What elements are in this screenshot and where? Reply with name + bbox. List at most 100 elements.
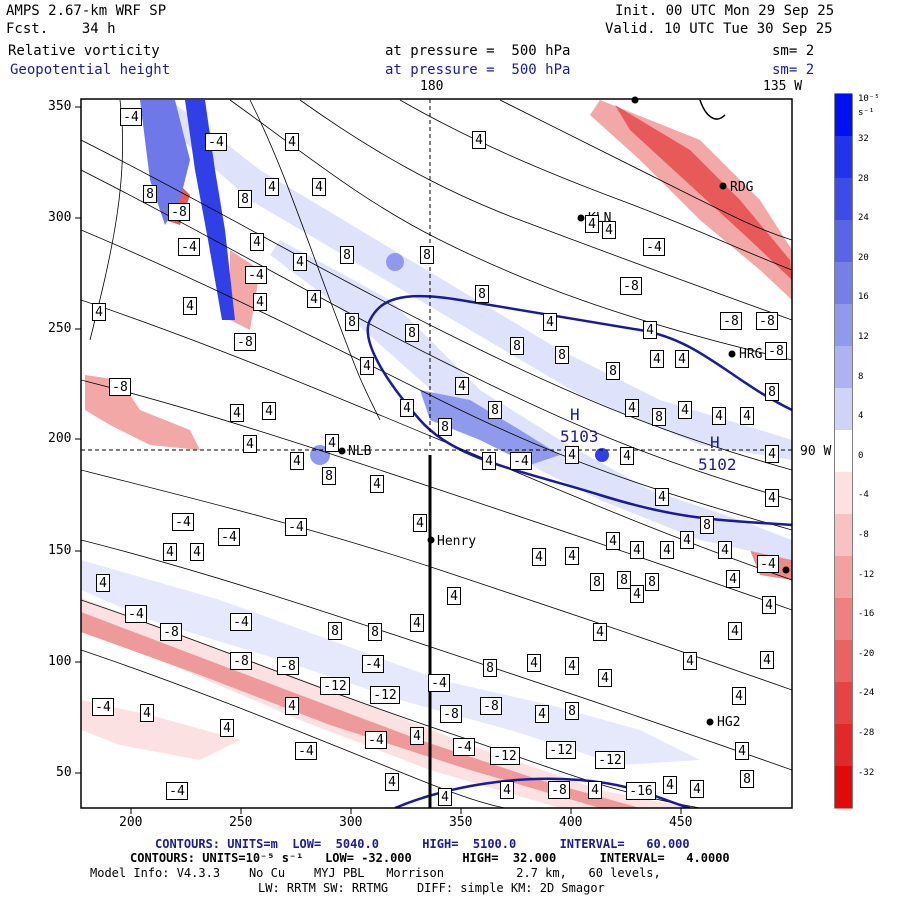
vorticity-contour-label: 4 — [92, 303, 106, 321]
vorticity-contour-label: 4 — [683, 652, 697, 670]
vorticity-contour-label: -4 — [205, 133, 227, 151]
vorticity-contour-label: 4 — [565, 657, 579, 675]
vorticity-contour-label: 4 — [262, 402, 276, 420]
colorbar-tick-label: -16 — [858, 609, 875, 620]
vorticity-contour-label: 8 — [645, 573, 659, 591]
init-time: Init. 00 UTC Mon 29 Sep 25 — [615, 3, 835, 19]
vorticity-contour-label: 8 — [238, 190, 252, 208]
colorbar-swatch — [835, 346, 852, 389]
vorticity-contour-label: 8 — [740, 770, 754, 788]
vorticity-contour-label: 4 — [620, 447, 634, 465]
forecast-hour: Fcst. 34 h — [6, 21, 116, 37]
vorticity-contour-label: 4 — [650, 350, 664, 368]
field2-level: at pressure = 500 hPa — [385, 62, 571, 78]
vorticity-contour-label: 4 — [360, 357, 374, 375]
station-rdg: RDG — [730, 180, 754, 195]
colorbar-swatch — [835, 556, 852, 599]
y-tick-150: 150 — [48, 543, 72, 558]
field1-level: at pressure = 500 hPa — [385, 43, 571, 59]
map-frame — [80, 98, 793, 809]
vorticity-contour-label: 4 — [482, 452, 496, 470]
colorbar-tick-label: 20 — [858, 252, 869, 263]
vorticity-contour-label: 4 — [243, 435, 257, 453]
coast-line — [699, 99, 726, 120]
vorticity-contour-label: 4 — [385, 773, 399, 791]
vorticity-contour-label: 4 — [728, 622, 742, 640]
vorticity-contour-label: 4 — [163, 543, 177, 561]
vorticity-contour-label: 4 — [325, 434, 339, 452]
vorticity-contour-label: 4 — [400, 399, 414, 417]
station-henry: Henry — [437, 534, 477, 549]
field2-name: Geopotential height — [10, 62, 171, 78]
vorticity-contour-label: -4 — [510, 452, 532, 470]
colorbar-tick-label: -20 — [858, 648, 875, 659]
colorbar-tick-label: 0 — [858, 450, 864, 461]
vorticity-contour-label: 4 — [712, 407, 726, 425]
vorticity-contour-label: 4 — [602, 221, 616, 239]
x-tick-300: 300 — [339, 815, 363, 830]
vorticity-contour-label: -4 — [172, 513, 194, 531]
vorticity-contour-label: -4 — [365, 731, 387, 749]
high-value-1: 5103 — [560, 427, 599, 446]
vorticity-contour-label: 4 — [140, 704, 154, 722]
footer-height-contours: CONTOURS: UNITS=m LOW= 5040.0 HIGH= 5100… — [155, 837, 690, 851]
vorticity-contour-label: -8 — [234, 333, 256, 351]
station-markers — [338, 96, 790, 726]
vorticity-contour-label: -8 — [548, 781, 570, 799]
vorticity-contour-label: -4 — [295, 742, 317, 760]
vorticity-contour-label: 8 — [345, 313, 359, 331]
vorticity-contour-label: 8 — [405, 324, 419, 342]
vorticity-contour-label: 4 — [183, 297, 197, 315]
vorticity-contour-label: -4 — [178, 238, 200, 256]
vorticity-contour-label: 4 — [230, 404, 244, 422]
vorticity-contour-label: 4 — [655, 488, 669, 506]
vorticity-contour-label: -8 — [160, 623, 182, 641]
colorbar-tick-label: -12 — [858, 569, 875, 580]
vorticity-contour-label: 4 — [447, 587, 461, 605]
colorbar-swatch — [835, 430, 852, 473]
vorticity-contour-label: -4 — [285, 518, 307, 536]
pos-vortex-center — [595, 448, 609, 462]
colorbar-swatch — [835, 178, 852, 221]
colorbar-swatch — [835, 220, 852, 263]
vorticity-contour-label: 4 — [543, 313, 557, 331]
vorticity-contour-label: -4 — [125, 605, 147, 623]
vorticity-contour-label: -16 — [626, 782, 656, 800]
y-tick-200: 200 — [48, 431, 72, 446]
colorbar-tick-label: 32 — [858, 134, 869, 144]
vorticity-contour-label: 4 — [690, 780, 704, 798]
vorticity-contour-label: 4 — [220, 719, 234, 737]
vorticity-contour-label: 8 — [368, 623, 382, 641]
pos-blob-h — [420, 390, 560, 465]
vorticity-contour-label: 4 — [96, 574, 110, 592]
vorticity-contour-label: 4 — [293, 253, 307, 271]
axis-ticks — [75, 106, 682, 814]
vorticity-contour-label: -8 — [230, 652, 252, 670]
vorticity-contour-label: 8 — [606, 362, 620, 380]
vorticity-contour-label: 4 — [285, 697, 299, 715]
field2-smoothing: sm= 2 — [772, 62, 815, 78]
vorticity-contour-label: 4 — [718, 541, 732, 559]
station-nlb: NLB — [348, 444, 372, 459]
colorbar-tick-label: -4 — [858, 490, 869, 501]
vorticity-contour-label: 8 — [322, 467, 336, 485]
vorticity-contour-label: -4 — [218, 528, 240, 546]
colorbar-tick-label: 16 — [858, 292, 869, 303]
colorbar-tick-label: -24 — [858, 688, 875, 699]
vorticity-contour-label: 4 — [565, 547, 579, 565]
vorticity-contour-label: -4 — [166, 782, 188, 800]
colorbar-tick-label: 4 — [858, 411, 864, 422]
vorticity-contour-label: 4 — [732, 687, 746, 705]
vorticity-contour-label: -4 — [92, 698, 114, 716]
colorbar-swatch — [835, 682, 852, 725]
vorticity-contour-label: -8 — [440, 705, 462, 723]
vorticity-contour-label: 4 — [593, 623, 607, 641]
pos-band-central — [270, 240, 792, 560]
vorticity-contour-label: -8 — [720, 312, 742, 330]
station-hg2: HG2 — [717, 715, 741, 730]
vorticity-contour-label: 4 — [410, 727, 424, 745]
footer-physics-info: LW: RRTM SW: RRTMG DIFF: simple KM: 2D S… — [258, 881, 605, 895]
vorticity-contour-label: 4 — [678, 401, 692, 419]
colorbar-tick-label: -28 — [858, 728, 875, 738]
vorticity-contour-label: -8 — [756, 312, 778, 330]
